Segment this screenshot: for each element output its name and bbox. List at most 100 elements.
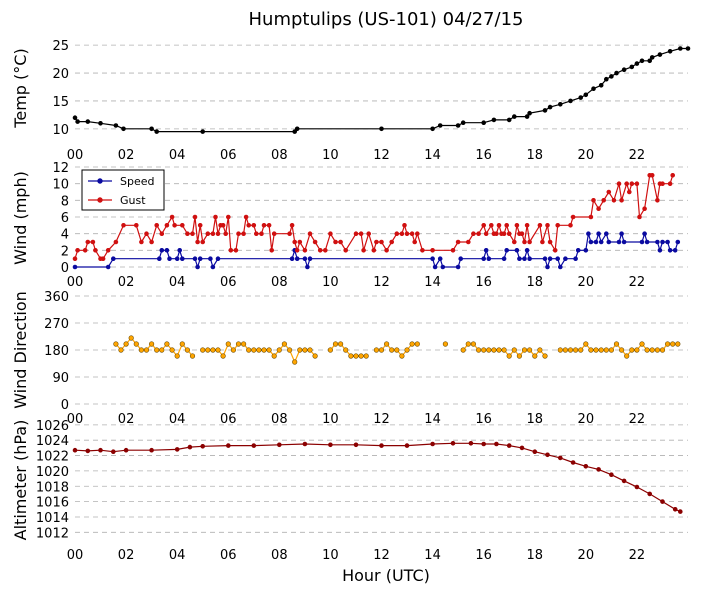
y-tick-label: 6 xyxy=(61,211,69,226)
data-point xyxy=(118,347,124,353)
data-point xyxy=(460,120,466,125)
data-point xyxy=(378,347,385,353)
data-point xyxy=(200,347,206,353)
data-point xyxy=(154,129,159,134)
data-point xyxy=(568,98,573,104)
x-tick-label: 20 xyxy=(578,148,595,163)
data-point xyxy=(414,341,420,347)
data-point xyxy=(486,347,492,353)
data-point xyxy=(486,256,492,262)
data-point xyxy=(128,335,134,341)
data-point xyxy=(514,248,520,253)
data-point xyxy=(409,231,415,236)
data-point xyxy=(105,248,111,253)
data-point xyxy=(476,347,482,353)
data-point xyxy=(164,341,170,347)
x-tick-label: 14 xyxy=(424,412,441,427)
y-tick-label: 1018 xyxy=(36,480,69,495)
data-point xyxy=(251,347,257,353)
data-point xyxy=(72,447,78,453)
x-tick-label: 22 xyxy=(629,548,646,563)
data-point xyxy=(174,447,180,452)
data-point xyxy=(483,248,489,253)
data-point xyxy=(593,347,599,353)
data-point xyxy=(294,126,300,132)
data-point xyxy=(174,256,180,262)
x-tick-label: 10 xyxy=(322,548,339,563)
data-point xyxy=(603,76,609,82)
data-point xyxy=(85,119,91,124)
data-point xyxy=(420,248,425,253)
data-point xyxy=(591,198,596,203)
data-point xyxy=(261,347,267,353)
data-point xyxy=(583,92,589,98)
data-point xyxy=(210,264,216,270)
legend-box xyxy=(81,169,165,211)
data-point xyxy=(455,123,461,128)
data-point xyxy=(251,223,257,228)
data-point xyxy=(626,189,632,195)
data-point xyxy=(524,114,530,119)
data-point xyxy=(271,353,277,359)
data-point xyxy=(511,347,517,353)
data-point xyxy=(230,347,236,353)
data-point xyxy=(292,239,298,245)
data-point xyxy=(159,347,165,353)
data-point xyxy=(634,484,640,490)
data-point xyxy=(540,239,545,245)
data-point xyxy=(664,341,671,347)
data-point xyxy=(292,359,298,365)
data-point xyxy=(555,223,561,228)
data-point xyxy=(639,58,645,64)
x-tick-label: 04 xyxy=(169,548,186,563)
data-point xyxy=(289,223,295,228)
data-point xyxy=(481,120,487,125)
data-point xyxy=(573,256,578,262)
data-point xyxy=(169,214,175,220)
data-point xyxy=(481,441,487,447)
data-point xyxy=(208,256,213,262)
x-tick-label: 12 xyxy=(373,548,390,563)
data-point xyxy=(562,347,569,353)
x-tick-label: 06 xyxy=(220,548,237,563)
x-tick-label: 08 xyxy=(271,412,288,427)
data-point xyxy=(614,70,619,76)
data-point xyxy=(494,231,499,236)
data-point xyxy=(266,223,272,228)
y-tick-label: 10 xyxy=(52,123,69,138)
data-point xyxy=(532,449,538,455)
data-point xyxy=(481,223,487,228)
temperature-panel: 10 15 20 25 00 02 04 06 08 10 12 14 16 18 20 22 Temp (°C… xyxy=(11,39,691,163)
data-point xyxy=(557,455,563,461)
data-point xyxy=(121,223,126,228)
data-point xyxy=(358,231,364,236)
data-point xyxy=(629,64,635,70)
data-point xyxy=(596,206,601,211)
data-point xyxy=(557,102,563,107)
data-point xyxy=(657,248,663,253)
data-point xyxy=(501,347,507,353)
data-point xyxy=(588,239,594,245)
x-tick-label: 20 xyxy=(578,548,595,563)
data-point xyxy=(567,347,574,353)
data-point xyxy=(660,239,665,245)
data-point xyxy=(545,452,550,458)
x-tick-label: 16 xyxy=(475,412,492,427)
data-point xyxy=(149,447,154,453)
data-point xyxy=(261,223,267,228)
data-point xyxy=(226,443,231,448)
data-point xyxy=(358,353,364,359)
data-point xyxy=(542,108,548,113)
data-point xyxy=(675,341,681,347)
data-point xyxy=(506,117,512,123)
data-point xyxy=(149,341,155,347)
data-point xyxy=(134,223,139,228)
data-point xyxy=(642,231,647,236)
data-point xyxy=(430,256,435,262)
data-point xyxy=(259,231,264,236)
y-tick-label: 1012 xyxy=(36,526,69,541)
data-point xyxy=(404,443,410,448)
data-point xyxy=(460,347,466,353)
y-axis-label: Wind (mph) xyxy=(11,171,30,265)
data-point xyxy=(593,239,599,245)
